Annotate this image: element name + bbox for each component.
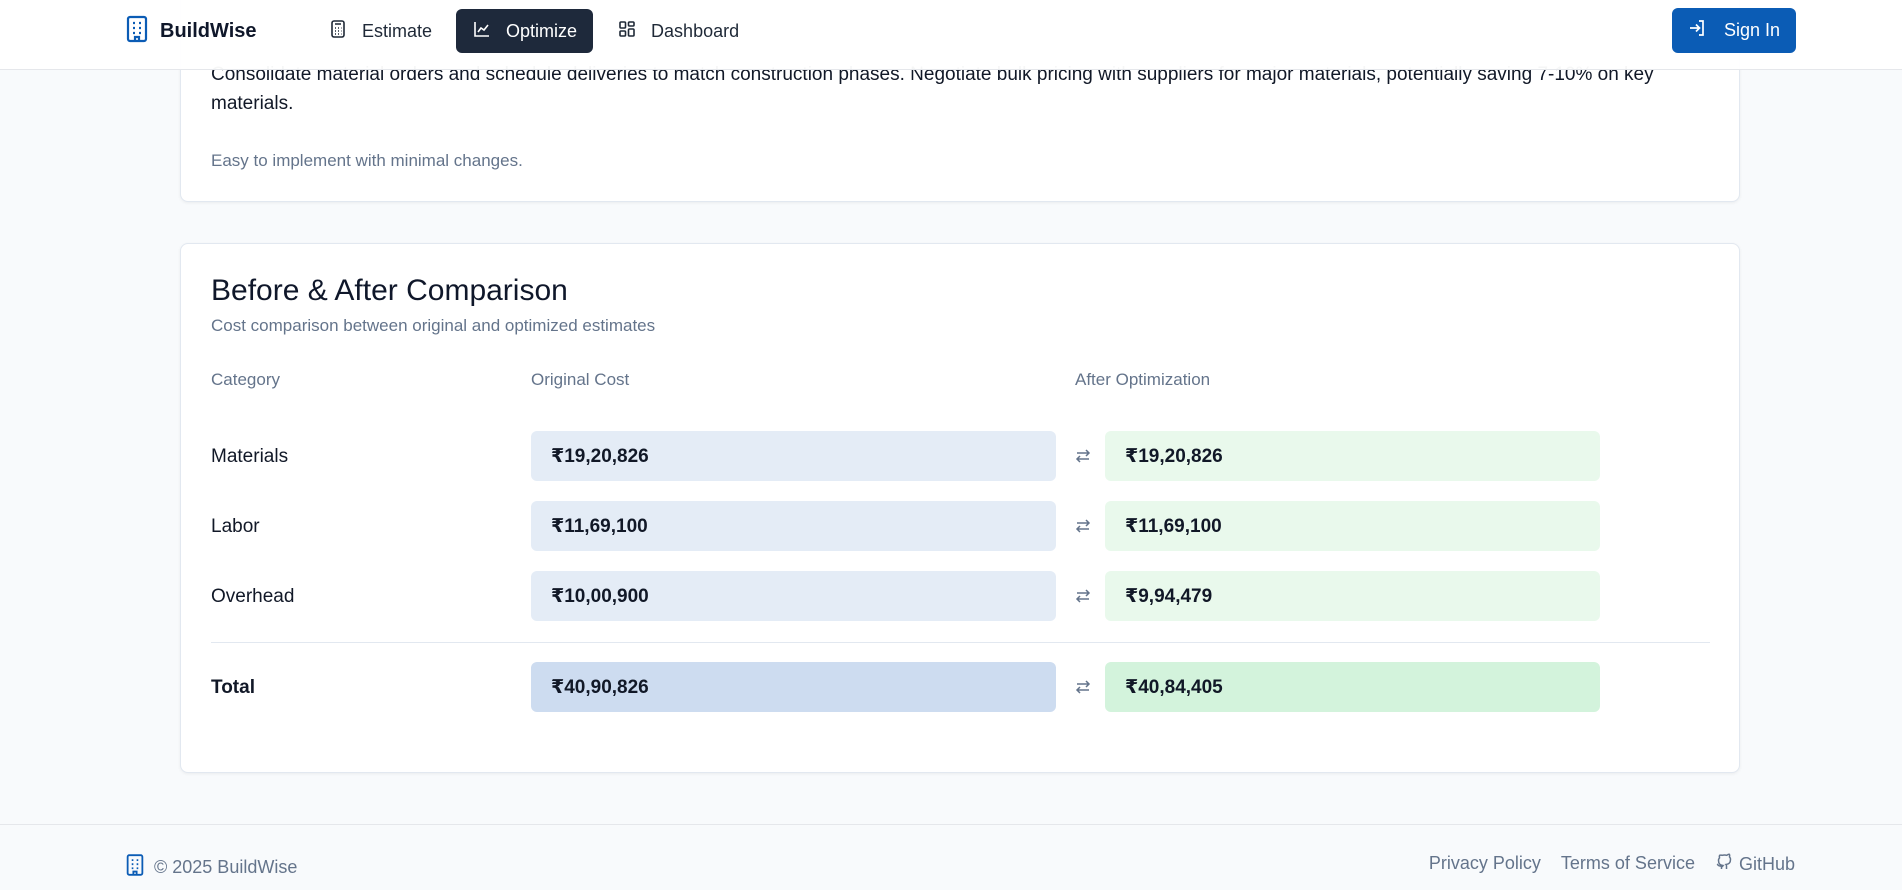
sign-in-button[interactable]: Sign In [1672, 8, 1796, 53]
row-label-labor: Labor [211, 516, 260, 537]
github-link[interactable]: GitHub [1715, 853, 1795, 876]
nav-optimize-label: Optimize [506, 20, 578, 41]
dashboard-grid-icon [617, 19, 637, 44]
brand-name: BuildWise [160, 19, 257, 42]
optimized-cost-total: ₹40,84,405 [1105, 662, 1600, 712]
footer-brand: © 2025 BuildWise [126, 853, 297, 882]
nav-dashboard-label: Dashboard [651, 20, 740, 41]
main-nav: Estimate Optimize Dashboard [312, 9, 755, 53]
footer: © 2025 BuildWise Privacy Policy Terms of… [0, 824, 1902, 890]
nav-dashboard[interactable]: Dashboard [601, 9, 755, 53]
comparison-subtitle: Cost comparison between original and opt… [211, 316, 656, 335]
login-icon [1688, 19, 1706, 42]
comparison-title: Before & After Comparison [211, 274, 568, 307]
swap-arrows-icon [1074, 587, 1092, 605]
chart-line-icon [472, 19, 492, 44]
brand[interactable]: BuildWise [126, 14, 257, 48]
optimized-cost-overhead: ₹9,94,479 [1105, 571, 1600, 621]
column-header-original: Original Cost [531, 370, 630, 389]
swap-arrows-icon [1074, 447, 1092, 465]
sign-in-label: Sign In [1723, 20, 1781, 40]
optimized-cost-materials: ₹19,20,826 [1105, 431, 1600, 481]
optimized-cost-labor: ₹11,69,100 [1105, 501, 1600, 551]
original-cost-materials: ₹19,20,826 [531, 431, 1056, 481]
swap-arrows-icon [1074, 517, 1092, 535]
nav-estimate[interactable]: Estimate [312, 9, 448, 53]
original-cost-total: ₹40,90,826 [531, 662, 1056, 712]
row-label-total: Total [211, 677, 255, 698]
nav-optimize[interactable]: Optimize [456, 9, 594, 53]
privacy-policy-link[interactable]: Privacy Policy [1428, 853, 1541, 873]
tip-implementation-note: Easy to implement with minimal changes. [211, 151, 523, 170]
nav-estimate-label: Estimate [362, 20, 433, 41]
original-cost-labor: ₹11,69,100 [531, 501, 1056, 551]
copyright-text: © 2025 BuildWise [154, 857, 298, 877]
building-icon [126, 853, 144, 882]
row-label-materials: Materials [211, 446, 289, 467]
column-header-optimized: After Optimization [1075, 370, 1211, 389]
column-header-category: Category [211, 370, 280, 389]
github-icon [1715, 853, 1733, 876]
building-icon [126, 15, 148, 48]
total-divider [211, 642, 1710, 643]
github-label: GitHub [1738, 854, 1795, 874]
footer-links: Privacy Policy Terms of Service GitHub [1429, 853, 1795, 876]
swap-arrows-icon [1074, 678, 1092, 696]
calculator-icon [328, 19, 348, 44]
terms-of-service-link[interactable]: Terms of Service [1560, 853, 1695, 873]
row-label-overhead: Overhead [211, 586, 295, 607]
original-cost-overhead: ₹10,00,900 [531, 571, 1056, 621]
comparison-card: Before & After Comparison Cost compariso… [180, 243, 1740, 773]
top-navbar: BuildWise Estimate Optimize [0, 0, 1902, 70]
